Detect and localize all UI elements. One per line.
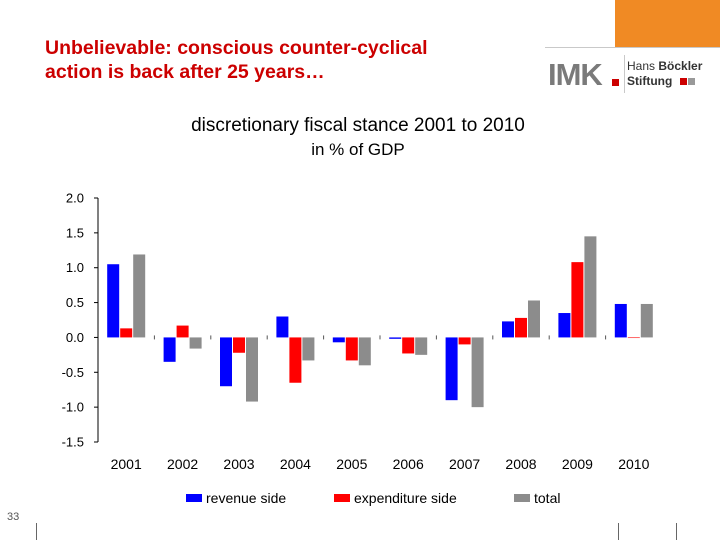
bar-total bbox=[133, 254, 146, 338]
bar-total bbox=[471, 337, 484, 408]
logo-boeckler: Böckler bbox=[658, 59, 703, 73]
bar-expenditure-side bbox=[515, 317, 527, 338]
bar-expenditure-side bbox=[458, 337, 471, 345]
imk-logo-dot bbox=[612, 79, 619, 86]
header-divider bbox=[545, 47, 720, 48]
bar-revenue-side bbox=[332, 337, 345, 343]
bar-expenditure-side bbox=[402, 337, 415, 354]
bar-total bbox=[189, 337, 202, 349]
bar-total bbox=[302, 337, 315, 361]
bar-expenditure-side bbox=[233, 337, 245, 353]
x-tick-label: 2010 bbox=[618, 456, 649, 472]
y-tick-label: 1.0 bbox=[66, 260, 84, 275]
x-tick-label: 2006 bbox=[393, 456, 424, 472]
bar-expenditure-side bbox=[627, 337, 640, 339]
page-number: 33 bbox=[7, 511, 20, 523]
logo-separator bbox=[624, 55, 625, 93]
bar-revenue-side bbox=[389, 337, 402, 339]
bar-total bbox=[640, 303, 653, 338]
legend-swatch bbox=[334, 494, 350, 502]
x-tick-label: 2005 bbox=[336, 456, 367, 472]
x-tick-label: 2001 bbox=[111, 456, 142, 472]
bar-revenue-side bbox=[163, 337, 176, 362]
bar-revenue-side bbox=[614, 303, 627, 338]
bar-expenditure-side bbox=[176, 325, 189, 338]
x-tick-label: 2004 bbox=[280, 456, 311, 472]
slide-title-line-1: Unbelievable: conscious counter-cyclical bbox=[45, 37, 428, 59]
slide-title: Unbelievable: conscious counter-cyclical… bbox=[45, 36, 525, 84]
x-tick-label: 2003 bbox=[223, 456, 254, 472]
logo-square-dot bbox=[680, 78, 687, 85]
imk-boeckler-logo: IMK Hans Böckler Stiftung bbox=[546, 55, 720, 95]
x-tick-label: 2009 bbox=[562, 456, 593, 472]
plot-area: 2.0 1.5 1.0 0.5 0.0 -0.5 -1.0 -1.5 2001 2002 2003 2… bbox=[62, 191, 653, 472]
y-tick-label: 1.5 bbox=[66, 225, 84, 240]
bar-revenue-side bbox=[445, 337, 458, 401]
logo-stiftung: Stiftung bbox=[627, 74, 673, 88]
chart-legend: revenue side expenditure side total bbox=[186, 490, 560, 506]
bar-total bbox=[415, 337, 428, 355]
bar-revenue-side bbox=[502, 321, 514, 338]
legend-label: revenue side bbox=[206, 490, 286, 506]
footer-divider bbox=[618, 523, 619, 540]
bar-revenue-side bbox=[276, 316, 289, 338]
legend-label: expenditure side bbox=[354, 490, 457, 506]
y-tick-label: 0.0 bbox=[66, 330, 84, 345]
y-tick-label: -1.0 bbox=[62, 400, 84, 415]
slide-title-line-2: action is back after 25 years… bbox=[45, 61, 325, 83]
x-tick-label: 2007 bbox=[449, 456, 480, 472]
legend-swatch bbox=[186, 494, 202, 502]
bar-expenditure-side bbox=[289, 337, 302, 383]
logo-hans: Hans bbox=[627, 59, 656, 73]
bar-total bbox=[584, 236, 597, 338]
bar-total bbox=[528, 300, 540, 338]
logo-square-dot bbox=[688, 78, 695, 85]
imk-logo-text: IMK bbox=[548, 57, 603, 92]
chart-subtitle: in % of GDP bbox=[311, 140, 405, 159]
legend-label: total bbox=[534, 490, 560, 506]
bar-revenue-side bbox=[107, 264, 120, 338]
chart-title: discretionary fiscal stance 2001 to 2010 bbox=[191, 115, 525, 136]
bar-revenue-side bbox=[220, 337, 232, 387]
x-tick-label: 2002 bbox=[167, 456, 198, 472]
bar-total bbox=[358, 337, 371, 366]
logo-hans-boeckler: Hans Böckler bbox=[627, 59, 702, 73]
footer-divider bbox=[676, 523, 677, 540]
y-tick-label: -1.5 bbox=[62, 435, 84, 450]
bar-expenditure-side bbox=[571, 262, 584, 338]
bar-expenditure-side bbox=[345, 337, 358, 361]
legend-swatch bbox=[514, 494, 530, 502]
footer-divider bbox=[36, 523, 37, 540]
y-tick-label: 2.0 bbox=[66, 191, 84, 206]
bar-expenditure-side bbox=[120, 328, 133, 338]
bar-revenue-side bbox=[558, 313, 571, 338]
y-tick-label: -0.5 bbox=[62, 365, 84, 380]
accent-block bbox=[615, 0, 720, 47]
y-tick-label: 0.5 bbox=[66, 295, 84, 310]
x-tick-label: 2008 bbox=[505, 456, 536, 472]
bar-total bbox=[246, 337, 258, 402]
